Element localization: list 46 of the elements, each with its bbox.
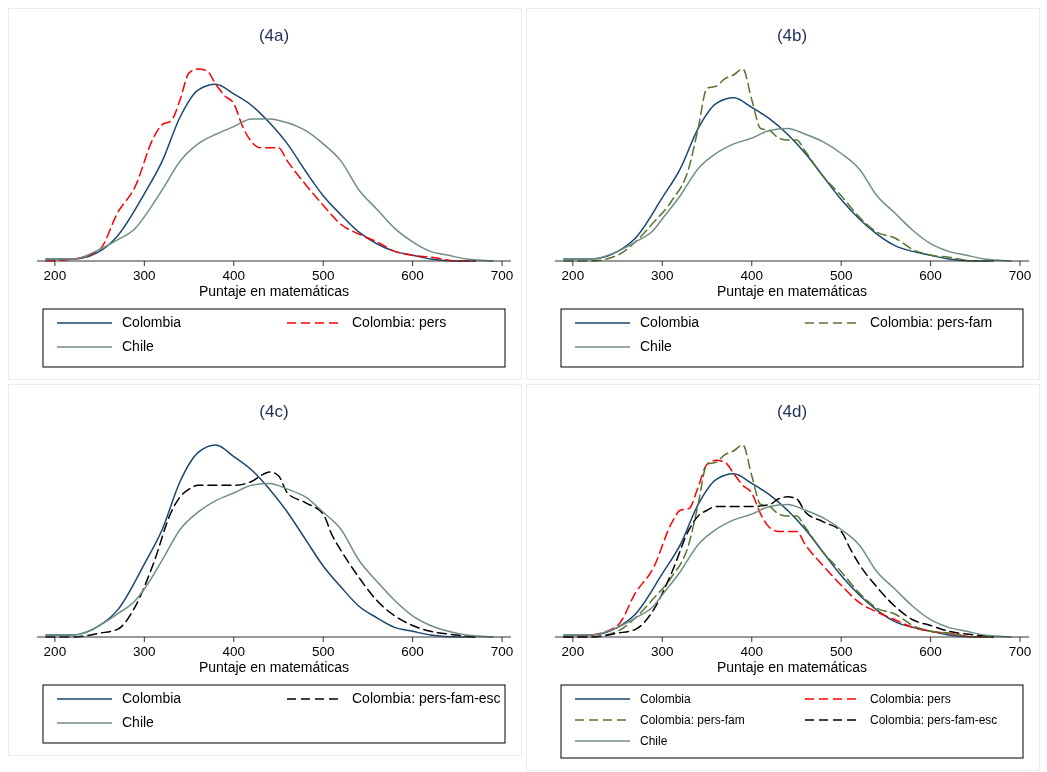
x-axis-title: Puntaje en matemáticas (716, 283, 868, 299)
legend-label: Colombia (122, 690, 182, 706)
legend-label: Colombia (640, 314, 700, 330)
x-axis-title: Puntaje en matemáticas (198, 659, 350, 675)
x-tick-label: 200 (43, 268, 67, 283)
x-tick-label: 400 (222, 268, 246, 283)
legend-label: Colombia (122, 314, 182, 330)
x-axis-title: Puntaje en matemáticas (716, 659, 868, 675)
legend-label: Colombia: pers-fam (640, 713, 745, 727)
legend-label: Colombia: pers-fam-esc (352, 690, 501, 706)
x-tick-label: 500 (311, 268, 335, 283)
x-tick-label: 300 (651, 644, 674, 659)
legend-label: Chile (640, 338, 673, 354)
x-tick-label: 700 (1008, 644, 1032, 659)
x-tick-label: 400 (222, 644, 246, 659)
legend-label: Colombia: pers (352, 314, 447, 330)
legend-label: Colombia (640, 692, 692, 706)
x-tick-label: 600 (401, 644, 424, 659)
chart-title: (4d) (776, 402, 808, 421)
x-axis-title: Puntaje en matemáticas (198, 283, 350, 299)
chart-title: (4b) (776, 26, 808, 45)
x-tick-label: 500 (829, 268, 853, 283)
x-tick-label: 600 (919, 268, 942, 283)
chart-title: (4c) (259, 402, 289, 421)
legend-label: Chile (640, 734, 668, 748)
x-tick-label: 500 (829, 644, 853, 659)
legend-label: Colombia: pers-fam (870, 314, 993, 330)
x-tick-label: 500 (311, 644, 335, 659)
legend-label: Chile (122, 338, 155, 354)
x-tick-label: 700 (1008, 268, 1032, 283)
x-tick-label: 200 (43, 644, 67, 659)
x-tick-label: 600 (401, 268, 424, 283)
legend-label: Colombia: pers (870, 692, 951, 706)
legend-label: Colombia: pers-fam-esc (870, 713, 998, 727)
x-tick-label: 700 (490, 644, 514, 659)
x-tick-label: 300 (651, 268, 674, 283)
x-tick-label: 400 (740, 644, 764, 659)
chart-title: (4a) (258, 26, 290, 45)
x-tick-label: 700 (490, 268, 514, 283)
x-tick-label: 300 (133, 268, 156, 283)
x-tick-label: 200 (561, 644, 585, 659)
x-tick-label: 200 (561, 268, 585, 283)
x-tick-label: 400 (740, 268, 764, 283)
legend-label: Chile (122, 714, 155, 730)
x-tick-label: 300 (133, 644, 156, 659)
x-tick-label: 600 (919, 644, 942, 659)
